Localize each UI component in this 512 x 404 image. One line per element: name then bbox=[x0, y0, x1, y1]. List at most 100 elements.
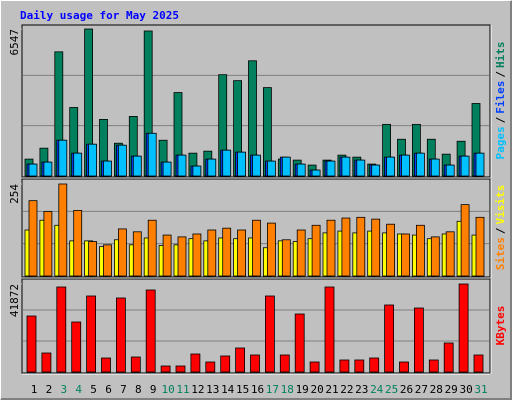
bar bbox=[311, 224, 321, 277]
bar bbox=[43, 211, 53, 277]
bar bbox=[369, 357, 380, 373]
bar bbox=[264, 295, 275, 373]
x-tick-label: 16 bbox=[251, 383, 264, 396]
bar bbox=[475, 152, 485, 177]
bar bbox=[41, 352, 52, 373]
bar bbox=[311, 169, 321, 177]
legend-separator: / bbox=[494, 227, 507, 234]
bar bbox=[356, 216, 366, 277]
bar bbox=[401, 233, 410, 277]
bar bbox=[266, 222, 276, 277]
legend: Sites / Visits bbox=[494, 185, 507, 271]
x-tick-label: 5 bbox=[90, 383, 97, 396]
x-tick-label: 27 bbox=[415, 383, 428, 396]
x-tick-label: 31 bbox=[474, 383, 487, 396]
bar bbox=[326, 160, 336, 177]
bar bbox=[207, 229, 217, 277]
x-tick-label: 22 bbox=[340, 383, 353, 396]
legend-entry: Visits bbox=[494, 185, 507, 225]
bar bbox=[103, 160, 112, 177]
bar bbox=[430, 236, 440, 277]
bar bbox=[237, 151, 247, 177]
x-tick-label: 10 bbox=[161, 383, 174, 396]
legend: Pages / Files / Hits bbox=[494, 42, 507, 160]
bar bbox=[160, 365, 171, 373]
x-tick-label: 6 bbox=[105, 383, 112, 396]
legend-entry: Sites bbox=[494, 237, 507, 270]
bar bbox=[58, 139, 68, 177]
bar bbox=[252, 154, 261, 177]
bar bbox=[401, 154, 410, 177]
bar bbox=[296, 229, 306, 277]
x-tick-label: 12 bbox=[191, 383, 204, 396]
bar bbox=[235, 347, 246, 373]
bar bbox=[341, 156, 351, 177]
x-tick-label: 3 bbox=[60, 383, 67, 396]
x-tick-label: 9 bbox=[150, 383, 157, 396]
x-tick-label: 26 bbox=[400, 383, 413, 396]
x-tick-label: 25 bbox=[385, 383, 398, 396]
x-tick-label: 17 bbox=[266, 383, 279, 396]
bar bbox=[28, 163, 38, 177]
x-tick-label: 8 bbox=[135, 383, 142, 396]
bar bbox=[386, 156, 396, 177]
bar bbox=[177, 154, 187, 177]
bar bbox=[252, 219, 261, 277]
legend-separator: / bbox=[494, 116, 507, 123]
bar bbox=[145, 289, 156, 373]
bar bbox=[190, 353, 201, 373]
bar bbox=[384, 304, 395, 373]
bar bbox=[371, 164, 381, 177]
x-tick-label: 20 bbox=[310, 383, 323, 396]
bar bbox=[341, 217, 351, 277]
bar bbox=[192, 233, 202, 277]
bar bbox=[103, 244, 112, 277]
bar bbox=[428, 359, 439, 373]
bar bbox=[132, 155, 142, 177]
bar bbox=[177, 236, 187, 277]
bar bbox=[132, 231, 142, 277]
bar bbox=[296, 163, 306, 177]
bar bbox=[101, 357, 111, 373]
bar bbox=[222, 227, 232, 277]
x-tick-label: 29 bbox=[445, 383, 458, 396]
x-tick-label: 1 bbox=[31, 383, 38, 396]
x-tick-label: 7 bbox=[120, 383, 127, 396]
bar bbox=[399, 361, 409, 373]
bar bbox=[430, 158, 440, 177]
x-tick-label: 30 bbox=[459, 383, 472, 396]
bar bbox=[458, 283, 469, 373]
legend-entry: Hits bbox=[494, 42, 507, 69]
bar bbox=[324, 286, 335, 373]
bar bbox=[205, 361, 216, 373]
bar bbox=[354, 359, 365, 373]
x-tick-label: 11 bbox=[176, 383, 189, 396]
bar bbox=[475, 216, 485, 277]
x-tick-label: 21 bbox=[325, 383, 338, 396]
x-tick-label: 13 bbox=[206, 383, 219, 396]
x-tick-label: 23 bbox=[355, 383, 368, 396]
bar bbox=[386, 223, 396, 277]
bar bbox=[147, 219, 157, 277]
bar bbox=[445, 164, 455, 177]
bar bbox=[443, 342, 454, 373]
x-tick-label: 2 bbox=[46, 383, 53, 396]
bar bbox=[147, 132, 157, 177]
bar bbox=[88, 241, 97, 277]
bar bbox=[371, 218, 381, 277]
bar bbox=[116, 297, 126, 373]
bar bbox=[71, 321, 82, 373]
bar bbox=[28, 200, 38, 277]
x-tick-label: 28 bbox=[430, 383, 443, 396]
bar bbox=[237, 229, 247, 277]
bar bbox=[294, 313, 305, 373]
bar bbox=[162, 161, 172, 177]
legend-entry: Pages bbox=[494, 126, 507, 159]
bar bbox=[56, 286, 67, 373]
bar bbox=[26, 315, 37, 373]
bar bbox=[118, 144, 127, 177]
bar bbox=[413, 307, 424, 373]
bar bbox=[279, 354, 290, 373]
bar bbox=[445, 231, 455, 277]
x-tick-label: 19 bbox=[296, 383, 309, 396]
